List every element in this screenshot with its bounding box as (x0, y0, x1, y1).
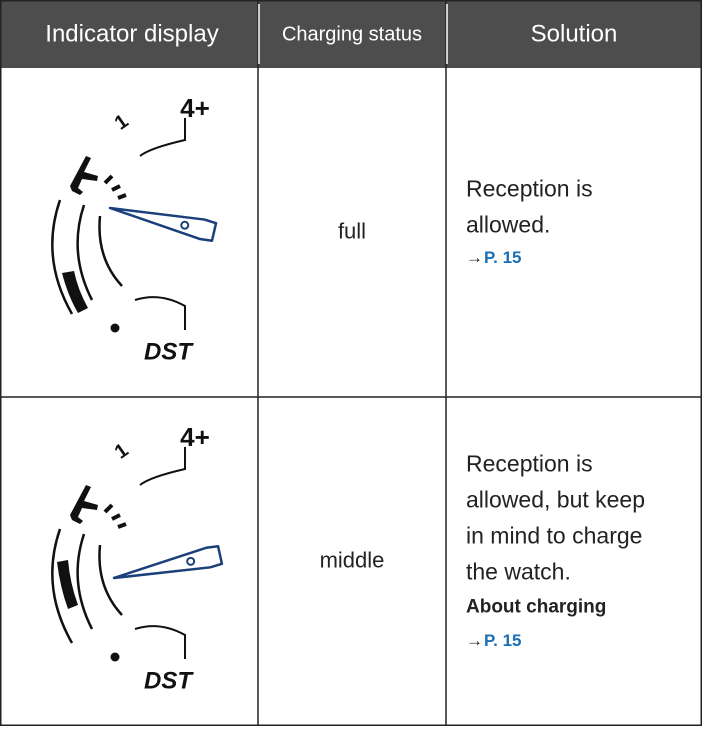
hand (112, 544, 224, 580)
indicator-label: DST (144, 338, 194, 365)
bracket (139, 118, 186, 157)
hand-pivot (186, 556, 196, 566)
airplane (70, 485, 98, 524)
level-fill (62, 271, 88, 313)
indicator-label: 4+ (180, 422, 210, 452)
header-cell: Charging status (282, 23, 422, 45)
tick (103, 174, 127, 200)
dot (110, 652, 120, 662)
solution-line: Reception is (466, 176, 593, 202)
dot (110, 323, 120, 333)
charging-status: middle (320, 547, 385, 572)
scale-arc (98, 544, 123, 616)
scale-arc (51, 528, 74, 644)
scale-arc (76, 204, 94, 301)
hand (108, 206, 218, 243)
solution-note: About charging (466, 597, 606, 618)
solution-line: allowed, but keep (466, 487, 645, 513)
solution-line: allowed. (466, 212, 550, 238)
link-arrow: → (466, 631, 483, 650)
bracket (139, 447, 186, 486)
header-bar (0, 0, 702, 68)
tick (103, 503, 127, 529)
solution-line: in mind to charge (466, 523, 642, 549)
scale-arc (98, 215, 123, 287)
header-cell: Solution (531, 20, 618, 47)
bracket (134, 625, 186, 659)
indicator-label: 4+ (180, 93, 210, 123)
indicator-icon: 4+ 1 DST (51, 93, 218, 365)
bracket (134, 296, 186, 330)
solution-line: the watch. (466, 559, 571, 585)
solution-line: Reception is (466, 451, 593, 477)
page-link[interactable]: P. 15 (484, 248, 522, 267)
indicator-label: 1 (111, 439, 133, 463)
scale-arc (76, 533, 94, 630)
indicator-icon: 4+ 1 DST (51, 422, 224, 694)
indicator-label: 1 (111, 110, 133, 134)
scale-arc (51, 199, 74, 315)
airplane (70, 156, 98, 195)
header-cell: Indicator display (45, 20, 218, 47)
hand-pivot (180, 220, 190, 230)
indicator-label: DST (144, 667, 194, 694)
page-link[interactable]: P. 15 (484, 631, 522, 650)
charging-status: full (338, 218, 366, 243)
link-arrow: → (466, 248, 483, 267)
level-fill (57, 560, 78, 609)
